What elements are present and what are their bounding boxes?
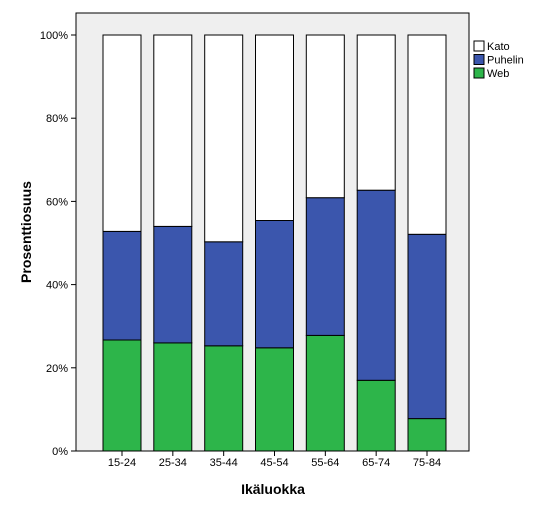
legend-label-web: Web: [487, 68, 509, 80]
x-tick-label: 75-84: [413, 457, 441, 469]
bar-segment-web-75-84: [407, 418, 447, 452]
x-tick-label: 25-34: [159, 457, 187, 469]
legend-label-puhelin: Puhelin: [487, 55, 524, 67]
y-tick-label: 100%: [40, 30, 68, 42]
x-axis-title: Ikäluokka: [241, 481, 305, 497]
bar-segment-web-35-44: [204, 345, 244, 452]
bar-segment-puhelin-75-84: [407, 233, 447, 420]
bar-segment-kato-75-84: [407, 34, 447, 235]
x-tick-label: 15-24: [108, 457, 136, 469]
bar-segment-kato-45-54: [255, 34, 294, 221]
axes-layer: 15-24 25-34 35-44 45-54 55-64 65-74 75-84 0% 20%…: [40, 30, 441, 469]
y-axis-title: Prosenttiosuus: [18, 181, 34, 283]
x-tick-label: 65-74: [362, 457, 390, 469]
bar-segment-puhelin-55-64: [305, 197, 345, 336]
y-tick-label: 0%: [52, 446, 68, 458]
legend-swatch-web: [473, 67, 485, 79]
bar-segment-web-45-54: [255, 347, 294, 452]
y-tick-label: 40%: [46, 280, 68, 292]
x-tick-label: 45-54: [260, 457, 288, 469]
x-tick-label: 55-64: [311, 457, 339, 469]
y-tick-label: 80%: [46, 113, 68, 125]
bar-segment-puhelin-25-34: [153, 225, 193, 344]
bar-segment-puhelin-35-44: [204, 241, 244, 347]
bar-segment-web-25-34: [153, 342, 193, 452]
bar-segment-kato-15-24: [102, 34, 142, 232]
bars-layer: [102, 34, 447, 452]
bar-segment-kato-25-34: [153, 34, 193, 227]
bar-segment-kato-55-64: [305, 34, 345, 199]
bar-segment-kato-65-74: [356, 34, 396, 191]
legend-label-kato: Kato: [487, 41, 510, 53]
bar-segment-web-15-24: [102, 339, 142, 452]
bar-segment-puhelin-45-54: [255, 220, 294, 349]
legend-swatch-kato: [473, 40, 485, 52]
bar-segment-web-55-64: [305, 334, 345, 452]
legend-swatch-puhelin: [473, 54, 485, 65]
bar-segment-web-65-74: [356, 379, 396, 452]
y-tick-label: 60%: [46, 196, 68, 208]
bar-segment-puhelin-15-24: [102, 230, 142, 341]
x-tick-label: 35-44: [210, 457, 238, 469]
y-tick-label: 20%: [46, 363, 68, 375]
bar-segment-puhelin-65-74: [356, 189, 396, 381]
bar-segment-kato-35-44: [204, 34, 244, 243]
